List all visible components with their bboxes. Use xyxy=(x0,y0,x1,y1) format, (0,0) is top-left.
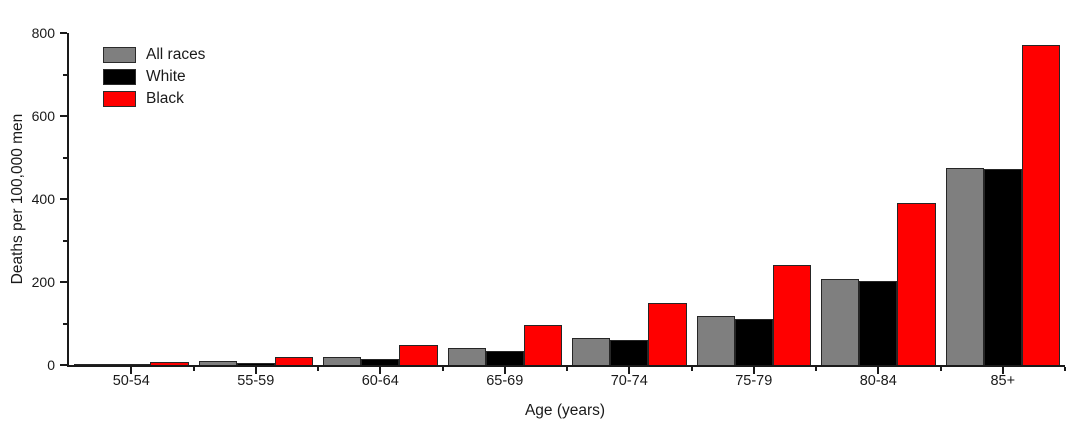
x-tick-85+ xyxy=(1001,367,1004,374)
bar-group-55-59 xyxy=(194,33,319,365)
legend-item-white: White xyxy=(103,69,205,85)
x-tick-label-50-54: 50-54 xyxy=(112,373,150,389)
legend-swatch-white xyxy=(103,69,136,85)
x-tick-label-60-64: 60-64 xyxy=(361,373,399,389)
legend-label-all-races: All races xyxy=(146,46,206,64)
legend-item-black: Black xyxy=(103,91,205,107)
bar-black-55-59 xyxy=(274,356,314,365)
bar-black-70-74 xyxy=(648,302,687,365)
x-boundary-tick-4 xyxy=(566,367,568,371)
y-minor-tick-700 xyxy=(63,73,67,76)
bar-black-85+ xyxy=(1021,45,1061,365)
x-boundary-tick-5 xyxy=(690,367,693,371)
x-tick-label-75-79: 75-79 xyxy=(735,373,773,389)
bar-all-races-80-84 xyxy=(821,278,860,365)
plot-area: 0 200 400 600 800 50-54 55-59 60-64 65-69 70-74 7… xyxy=(32,26,1066,388)
x-boundary-tick-2 xyxy=(317,367,319,371)
x-tick-label-85+: 85+ xyxy=(990,373,1016,389)
y-minor-tick-500 xyxy=(63,156,67,159)
legend-item-all-races: All races xyxy=(103,47,205,63)
y-minor-tick-100 xyxy=(63,322,67,325)
bar-black-75-79 xyxy=(772,265,812,365)
y-tick-400 xyxy=(60,198,67,200)
y-tick-label-400: 400 xyxy=(31,191,55,207)
legend: All races White Black xyxy=(103,47,205,113)
bar-black-80-84 xyxy=(897,203,936,365)
bar-all-races-70-74 xyxy=(572,337,611,365)
bar-black-50-54 xyxy=(150,361,189,365)
x-tick-60-64 xyxy=(379,367,382,374)
bar-all-races-50-54 xyxy=(74,364,113,365)
y-tick-200 xyxy=(60,281,67,283)
legend-swatch-all-races xyxy=(103,47,136,63)
bar-white-60-64 xyxy=(361,358,400,365)
x-tick-label-70-74: 70-74 xyxy=(610,373,648,389)
bar-all-races-85+ xyxy=(945,167,984,365)
x-tick-label-65-69: 65-69 xyxy=(486,373,524,389)
bar-white-80-84 xyxy=(859,281,898,365)
y-tick-label-200: 200 xyxy=(31,274,55,290)
bar-white-65-69 xyxy=(485,350,524,365)
bar-all-races-55-59 xyxy=(198,361,237,365)
bar-group-80-84 xyxy=(816,33,941,365)
bar-group-70-74 xyxy=(567,33,692,365)
x-boundary-tick-8 xyxy=(1064,367,1066,371)
legend-swatch-black xyxy=(103,91,136,107)
x-boundary-tick-1 xyxy=(192,367,195,371)
x-boundary-tick-3 xyxy=(441,367,444,371)
y-tick-label-600: 600 xyxy=(31,108,55,124)
y-tick-0 xyxy=(60,364,67,366)
x-boundary-tick-6 xyxy=(815,367,817,371)
y-minor-tick-300 xyxy=(63,239,67,242)
legend-label-white: White xyxy=(146,68,186,86)
x-tick-label-80-84: 80-84 xyxy=(859,373,897,389)
x-tick-65-69 xyxy=(503,367,506,374)
y-tick-800 xyxy=(60,32,67,34)
bar-all-races-75-79 xyxy=(696,316,735,365)
bar-all-races-60-64 xyxy=(323,356,362,365)
x-boundary-tick-7 xyxy=(939,367,942,371)
bar-white-50-54 xyxy=(112,364,151,365)
x-tick-50-54 xyxy=(130,367,133,374)
x-tick-80-84 xyxy=(877,367,880,374)
bar-white-85+ xyxy=(983,168,1022,365)
bar-group-75-79 xyxy=(692,33,817,365)
bar-group-65-69 xyxy=(443,33,568,365)
bar-white-75-79 xyxy=(734,318,773,365)
bars-container xyxy=(69,33,1065,365)
bar-group-85+ xyxy=(941,33,1066,365)
bar-all-races-65-69 xyxy=(447,348,486,365)
bar-black-65-69 xyxy=(523,324,563,365)
bar-group-60-64 xyxy=(318,33,443,365)
x-tick-55-59 xyxy=(254,367,257,374)
y-tick-label-800: 800 xyxy=(31,25,55,41)
bar-white-70-74 xyxy=(610,339,649,365)
x-tick-70-74 xyxy=(628,367,631,374)
y-tick-label-0: 0 xyxy=(47,357,55,373)
bar-white-55-59 xyxy=(236,362,275,365)
y-tick-600 xyxy=(60,115,67,117)
legend-label-black: Black xyxy=(146,90,184,108)
x-tick-label-55-59: 55-59 xyxy=(237,373,275,389)
bar-group-50-54 xyxy=(69,33,194,365)
x-axis-title: Age (years) xyxy=(524,402,606,419)
x-tick-75-79 xyxy=(752,367,755,374)
bar-black-60-64 xyxy=(399,345,438,365)
